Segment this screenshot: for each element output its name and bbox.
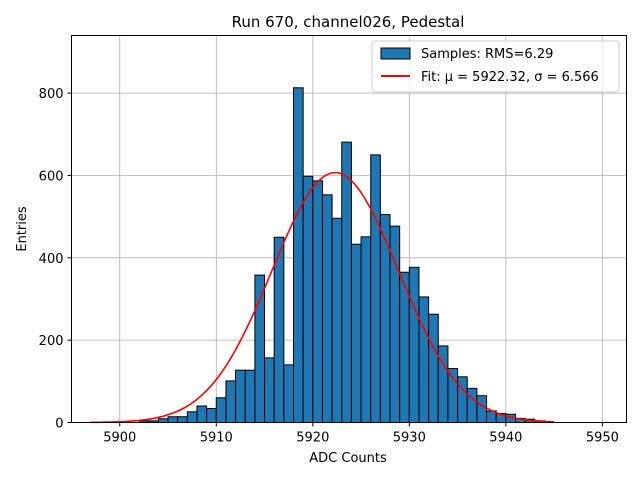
histogram-bar xyxy=(225,380,237,424)
histogram-bars xyxy=(138,87,545,424)
histogram-bar xyxy=(302,175,314,423)
legend-label-fit: Fit: μ = 5922.32, σ = 6.566 xyxy=(421,70,599,85)
y-tick-label: 800 xyxy=(39,87,64,102)
y-axis: 0 200 400 600 800 xyxy=(39,87,72,432)
histogram-bar xyxy=(264,357,275,423)
histogram-bar xyxy=(466,387,478,424)
histogram-bar xyxy=(341,141,352,423)
histogram-bar xyxy=(312,180,323,423)
histogram-bar xyxy=(244,369,256,424)
y-tick-label: 400 xyxy=(39,252,64,267)
legend-label-samples: Samples: RMS=6.29 xyxy=(421,47,553,62)
x-tick-label: 5940 xyxy=(489,431,522,446)
histogram-bar xyxy=(196,405,208,424)
x-tick-label: 5930 xyxy=(393,431,426,446)
histogram-bar xyxy=(360,236,372,423)
histogram-bar xyxy=(167,416,179,424)
x-tick-label: 5900 xyxy=(103,431,136,446)
y-axis-title: Entries xyxy=(15,206,30,252)
histogram-bar xyxy=(157,418,169,423)
x-axis: 5900 5910 5920 5930 5940 5950 xyxy=(103,422,619,446)
chart-title: Run 670, channel026, Pedestal xyxy=(232,13,465,31)
fit-curve xyxy=(90,171,555,424)
y-tick-label: 200 xyxy=(39,334,64,349)
histogram-bar xyxy=(321,194,333,423)
histogram-bar xyxy=(235,369,246,424)
y-tick-label: 0 xyxy=(55,417,63,432)
histogram-bar xyxy=(428,313,439,424)
histogram-bar xyxy=(215,397,227,424)
histogram-bar xyxy=(254,274,266,423)
x-tick-label: 5950 xyxy=(586,431,619,446)
histogram-bar xyxy=(370,154,381,423)
histogram-bar xyxy=(350,243,362,423)
plot-frame xyxy=(71,35,627,423)
histogram-bar xyxy=(476,395,488,423)
histogram-bar xyxy=(418,296,430,423)
x-tick-label: 5920 xyxy=(296,431,329,446)
legend-swatch-samples xyxy=(380,47,411,60)
legend: Samples: RMS=6.29 Fit: μ = 5922.32, σ = … xyxy=(371,40,620,93)
histogram-bar xyxy=(408,266,420,423)
histogram-bar xyxy=(283,364,295,423)
histogram-bar xyxy=(331,217,343,423)
histogram-bar xyxy=(177,416,188,424)
histogram-bar xyxy=(206,408,217,424)
legend-box xyxy=(371,40,620,93)
histogram-bar xyxy=(457,376,468,423)
histogram-bar xyxy=(273,236,285,423)
x-axis-title: ADC Counts xyxy=(309,451,387,466)
y-tick-label: 600 xyxy=(39,169,64,184)
x-tick-label: 5910 xyxy=(200,431,233,446)
histogram-bar xyxy=(186,411,198,424)
histogram-bar xyxy=(293,87,304,424)
